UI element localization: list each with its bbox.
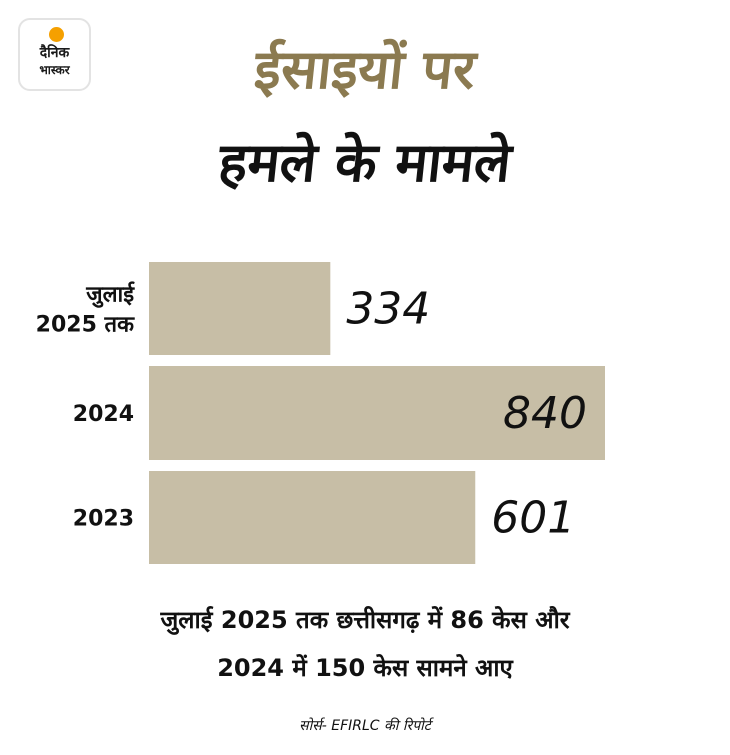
sun-icon <box>49 27 64 42</box>
value-label-2: 601 <box>491 493 575 544</box>
bar-0 <box>149 262 331 355</box>
bar-2 <box>149 471 476 564</box>
value-label-1: 840 <box>503 388 587 439</box>
value-label-0: 334 <box>346 284 430 335</box>
bar-chart: 334 जुलाई 2025 तक 840 2024 601 2023 <box>36 262 605 564</box>
note-line1: जुलाई 2025 तक छत्तीसगढ़ में 86 केस और <box>160 606 570 634</box>
category-label-1: 2024 <box>73 402 134 427</box>
brand-name-line1: दैनिक <box>39 45 70 61</box>
brand-name-line2: भास्कर <box>39 63 70 77</box>
category-label-0: जुलाई 2025 तक <box>36 281 136 338</box>
brand-logo: दैनिक भास्कर <box>18 18 91 91</box>
bar-1 <box>149 366 605 460</box>
category-label-2: 2023 <box>73 507 134 532</box>
note-line2: 2024 में 150 केस सामने आए <box>217 654 513 682</box>
source-caption: सोर्स- EFIRLC की रिपोर्ट <box>299 718 431 734</box>
